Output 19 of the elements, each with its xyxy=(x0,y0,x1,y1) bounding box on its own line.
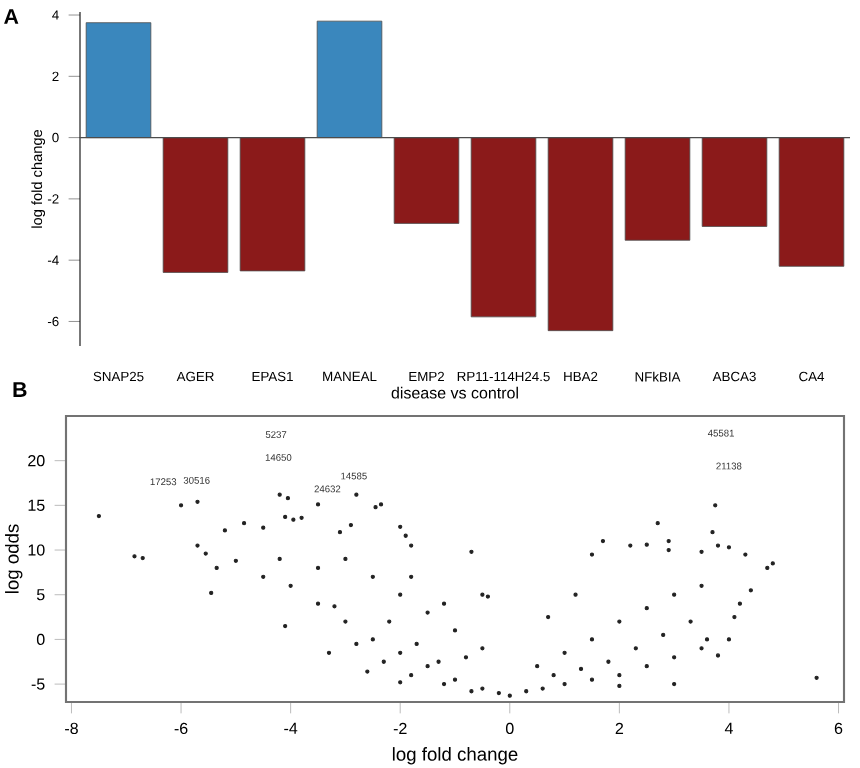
x-tick-label: 2 xyxy=(615,722,624,734)
x-tick-label: 0 xyxy=(505,722,514,735)
y-tick-label: 20 xyxy=(28,455,45,467)
y-tick-label: -5 xyxy=(31,678,45,690)
chart-title: disease vs control xyxy=(391,386,518,399)
text: B xyxy=(13,382,27,397)
y-tick-label: 0 xyxy=(36,633,45,646)
x-tick-label: -4 xyxy=(284,722,298,734)
y-tick-label: 5 xyxy=(36,589,45,601)
x-tick-label: 6 xyxy=(834,722,843,735)
y-axis-title: log odds xyxy=(5,524,23,594)
x-tick-label: -2 xyxy=(393,722,407,734)
x-tick-label: -8 xyxy=(65,722,78,735)
x-tick-label: 4 xyxy=(724,722,733,734)
y-tick-label: 10 xyxy=(28,544,45,556)
x-axis-title: log fold change xyxy=(392,747,518,765)
x-tick-label: -6 xyxy=(174,722,188,735)
text: A xyxy=(4,9,19,24)
y-tick-label: 15 xyxy=(28,499,45,511)
